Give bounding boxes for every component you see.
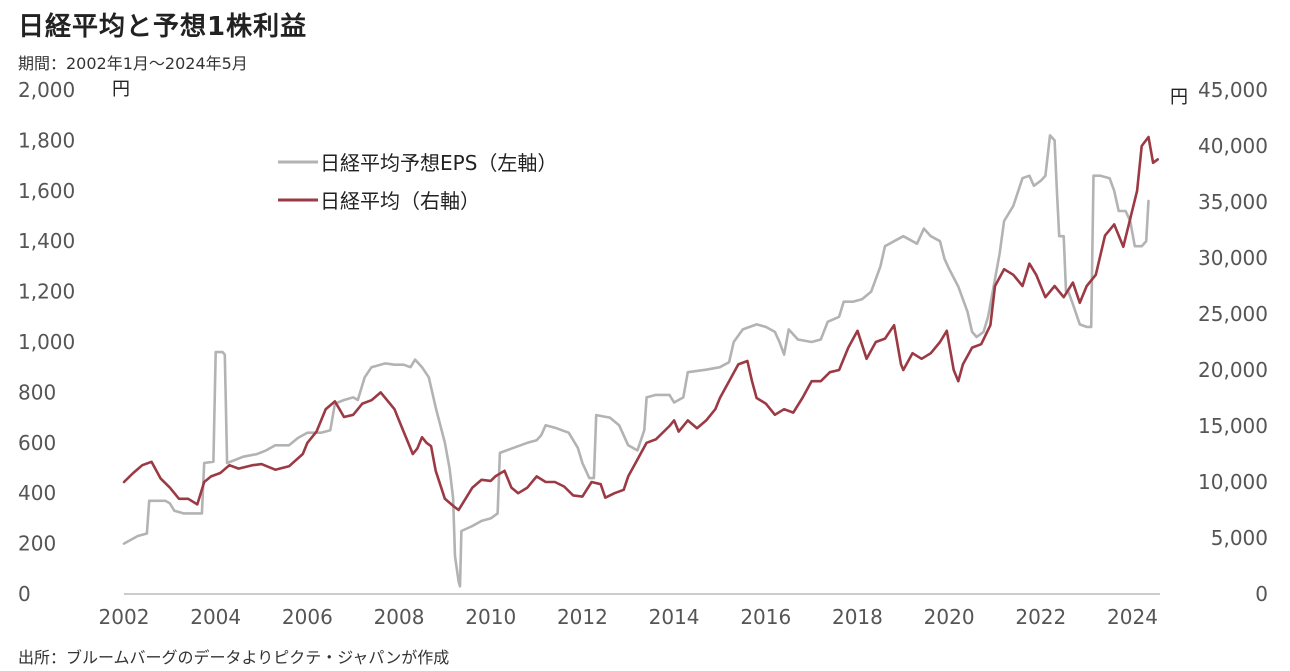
- left-tick-label: 200: [18, 532, 56, 556]
- left-tick-label: 1,200: [18, 280, 75, 304]
- x-tick-label: 2020: [924, 605, 975, 629]
- left-axis-unit: 円: [112, 79, 130, 100]
- right-tick-label: 40,000: [1198, 134, 1268, 158]
- x-tick-label: 2016: [740, 605, 791, 629]
- eps-series-line: [122, 134, 1150, 588]
- right-tick-label: 45,000: [1198, 78, 1268, 102]
- right-tick-label: 20,000: [1198, 358, 1268, 382]
- nikkei-series-line: [122, 135, 1159, 512]
- x-tick-label: 2004: [190, 605, 241, 629]
- right-tick-label: 5,000: [1211, 526, 1268, 550]
- left-tick-label: 2,000: [18, 78, 75, 102]
- x-tick-label: 2014: [649, 605, 700, 629]
- left-tick-label: 1,600: [18, 179, 75, 203]
- x-tick-label: 2010: [465, 605, 516, 629]
- series-layer: [122, 134, 1159, 588]
- left-axis: 0 200 400 600 800 1,000 1,200 1,400 1,600 1,800 2,…: [18, 78, 75, 606]
- x-tick-label: 2024: [1107, 605, 1158, 629]
- right-tick-label: 25,000: [1198, 302, 1268, 326]
- right-tick-label: 30,000: [1198, 246, 1268, 270]
- legend: 日経平均予想EPS（左軸） 日経平均（右軸）: [278, 151, 557, 213]
- x-tick-label: 2018: [832, 605, 883, 629]
- left-tick-label: 0: [18, 582, 31, 606]
- left-tick-label: 1,400: [18, 229, 75, 253]
- x-tick-label: 2022: [1015, 605, 1066, 629]
- legend-nikkei-label: 日経平均（右軸）: [320, 189, 480, 213]
- right-tick-label: 0: [1255, 582, 1268, 606]
- page-title: 日経平均と予想1株利益: [18, 12, 308, 42]
- x-tick-label: 2002: [99, 605, 150, 629]
- right-tick-label: 10,000: [1198, 470, 1268, 494]
- x-tick-label: 2008: [374, 605, 425, 629]
- source-note: 出所：ブルームバーグのデータよりピクテ・ジャパンが作成: [18, 648, 450, 667]
- left-tick-label: 800: [18, 380, 56, 404]
- left-tick-label: 600: [18, 431, 56, 455]
- right-tick-label: 15,000: [1198, 414, 1268, 438]
- left-tick-label: 400: [18, 481, 56, 505]
- right-tick-label: 35,000: [1198, 190, 1268, 214]
- legend-eps-label: 日経平均予想EPS（左軸）: [320, 151, 557, 175]
- x-tick-label: 2006: [282, 605, 333, 629]
- left-tick-label: 1,800: [18, 128, 75, 152]
- left-tick-label: 1,000: [18, 330, 75, 354]
- x-axis: 2002 2004 2006 2008 2010 2012 2014 2016 2018 2020…: [99, 593, 1160, 629]
- right-axis: 0 5,000 10,000 15,000 20,000 25,000 30,000 35,0…: [1198, 78, 1268, 606]
- x-tick-label: 2012: [557, 605, 608, 629]
- period-caption: 期間：2002年1月～2024年5月: [18, 54, 248, 73]
- right-axis-unit: 円: [1170, 87, 1188, 108]
